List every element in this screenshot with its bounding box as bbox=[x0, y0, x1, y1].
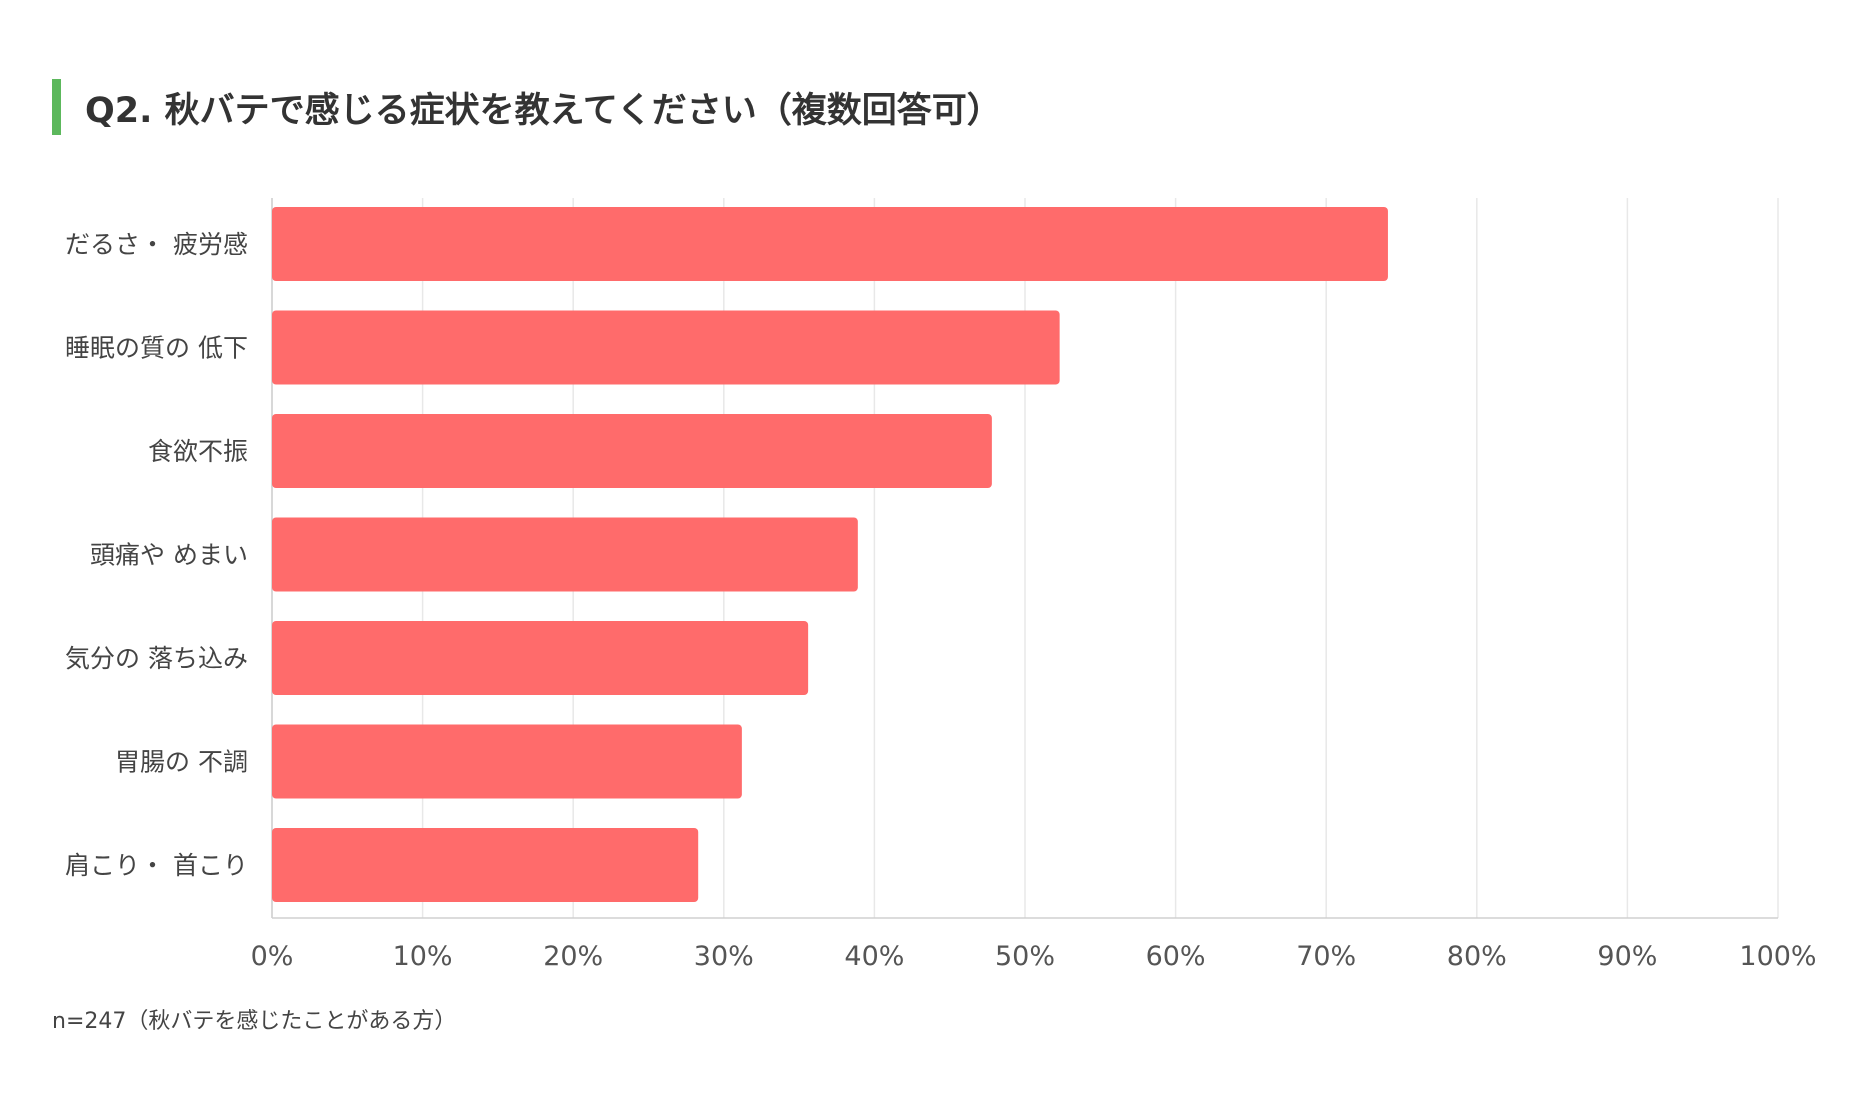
x-tick-label: 20% bbox=[543, 941, 603, 972]
x-tick-label: 80% bbox=[1447, 941, 1507, 972]
bar bbox=[272, 517, 858, 592]
bar bbox=[272, 207, 1388, 281]
x-tick-label: 50% bbox=[995, 941, 1055, 972]
chart-title: Q2. 秋バテで感じる症状を教えてください（複数回答可） bbox=[85, 90, 1002, 131]
category-label: 食欲不振 bbox=[148, 437, 248, 466]
x-tick-label: 40% bbox=[844, 941, 904, 972]
bars bbox=[272, 207, 1388, 902]
x-tick-label: 60% bbox=[1146, 941, 1206, 972]
category-label: 睡眠の質の 低下 bbox=[65, 334, 248, 363]
category-label: 気分の 落ち込み bbox=[65, 644, 248, 673]
category-label: 胃腸の 不調 bbox=[115, 748, 248, 777]
x-tick-label: 30% bbox=[694, 941, 754, 972]
x-tick-label: 90% bbox=[1597, 941, 1657, 972]
bar bbox=[272, 414, 992, 488]
x-tick-label: 70% bbox=[1296, 941, 1356, 972]
bar bbox=[272, 621, 809, 695]
category-label: 頭痛や めまい bbox=[90, 541, 248, 570]
bar bbox=[272, 828, 699, 902]
category-label: 肩こり・ 首こり bbox=[65, 851, 248, 880]
sample-size-note: n=247（秋バテを感じたことがある方） bbox=[52, 1009, 457, 1034]
x-tick-label: 100% bbox=[1739, 941, 1816, 972]
x-tick-label: 10% bbox=[393, 941, 453, 972]
category-label: だるさ・ 疲労感 bbox=[65, 230, 248, 259]
bar bbox=[272, 310, 1060, 385]
bar bbox=[272, 724, 742, 799]
chart-title-block: Q2. 秋バテで感じる症状を教えてください（複数回答可） bbox=[52, 78, 1002, 136]
x-tick-labels: 0% 10% 20% 30% 40% 50% 60% 70% 80% 90% 100% bbox=[251, 941, 1817, 972]
x-tick-label: 0% bbox=[251, 941, 294, 972]
title-accent-bar bbox=[52, 79, 61, 135]
